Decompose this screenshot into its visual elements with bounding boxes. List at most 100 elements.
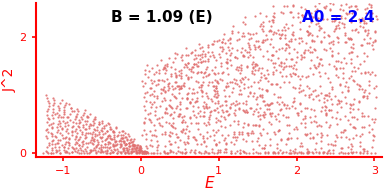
Point (184, 97, 190, 100)
Point (348, 75, 355, 78)
Point (340, 71, 346, 74)
Point (181, 65, 187, 68)
Point (314, 34, 320, 37)
Point (317, 57, 323, 60)
Point (316, 124, 322, 127)
Point (96, 147, 102, 150)
Point (162, 90, 168, 93)
Point (306, 96, 312, 99)
Point (73, 121, 79, 124)
Point (95, 149, 101, 152)
Point (107, 128, 113, 131)
Point (323, 105, 329, 108)
Point (169, 107, 175, 110)
Point (238, 80, 244, 83)
Point (117, 138, 124, 141)
Point (232, 81, 238, 85)
Point (196, 150, 202, 153)
Point (275, 150, 281, 153)
Point (85, 131, 91, 134)
Point (268, 82, 274, 86)
Point (350, 125, 356, 128)
Point (365, 114, 372, 118)
Point (211, 93, 218, 96)
Point (184, 125, 190, 128)
Point (326, 125, 333, 128)
Point (200, 49, 206, 52)
Point (271, 65, 277, 68)
Point (335, 99, 341, 102)
Point (105, 140, 112, 144)
Point (312, 65, 318, 68)
Point (321, 94, 328, 97)
Point (49, 147, 55, 150)
Point (80, 113, 86, 116)
Point (325, 142, 331, 146)
Point (370, 133, 377, 136)
Point (348, 46, 354, 49)
Point (361, 19, 367, 22)
Point (244, 132, 251, 135)
Point (117, 146, 123, 149)
Point (313, 142, 319, 145)
Point (183, 74, 189, 77)
Point (298, 141, 304, 145)
Point (56, 109, 62, 112)
Point (277, 85, 283, 88)
Point (183, 106, 189, 109)
Point (240, 126, 246, 129)
Point (268, 113, 274, 116)
Point (285, 43, 291, 46)
Point (214, 39, 220, 42)
Point (249, 60, 256, 63)
Point (152, 71, 159, 74)
Point (270, 45, 276, 48)
Point (252, 123, 258, 126)
Point (117, 151, 124, 154)
Point (182, 63, 188, 66)
Point (49, 139, 55, 142)
Point (126, 147, 132, 150)
Point (160, 68, 166, 71)
Point (91, 146, 97, 150)
Point (274, 83, 280, 86)
Point (254, 96, 260, 99)
Point (359, 115, 365, 118)
Point (110, 145, 117, 148)
Point (250, 113, 256, 116)
Point (275, 151, 281, 154)
Point (283, 57, 289, 60)
Point (326, 109, 332, 112)
Point (166, 86, 172, 89)
Point (50, 110, 56, 113)
Point (304, 133, 310, 136)
Point (144, 151, 150, 154)
Point (341, 31, 348, 34)
Point (373, 85, 379, 88)
Point (107, 126, 113, 129)
Point (151, 100, 157, 103)
Point (44, 110, 50, 113)
Point (238, 66, 244, 69)
Point (246, 43, 253, 46)
Point (141, 121, 147, 125)
Point (175, 136, 181, 139)
Point (151, 79, 157, 82)
Point (182, 131, 188, 134)
Point (278, 47, 285, 50)
Point (96, 122, 102, 126)
Point (371, 87, 377, 90)
Point (266, 107, 272, 110)
Point (99, 143, 105, 146)
Point (45, 108, 51, 111)
Point (246, 45, 252, 48)
Point (104, 149, 110, 152)
Point (372, 38, 378, 41)
Point (214, 92, 220, 95)
Point (113, 127, 119, 130)
Point (194, 142, 200, 145)
Point (126, 142, 132, 145)
Point (162, 91, 168, 94)
Point (354, 117, 360, 120)
Point (348, 61, 354, 64)
